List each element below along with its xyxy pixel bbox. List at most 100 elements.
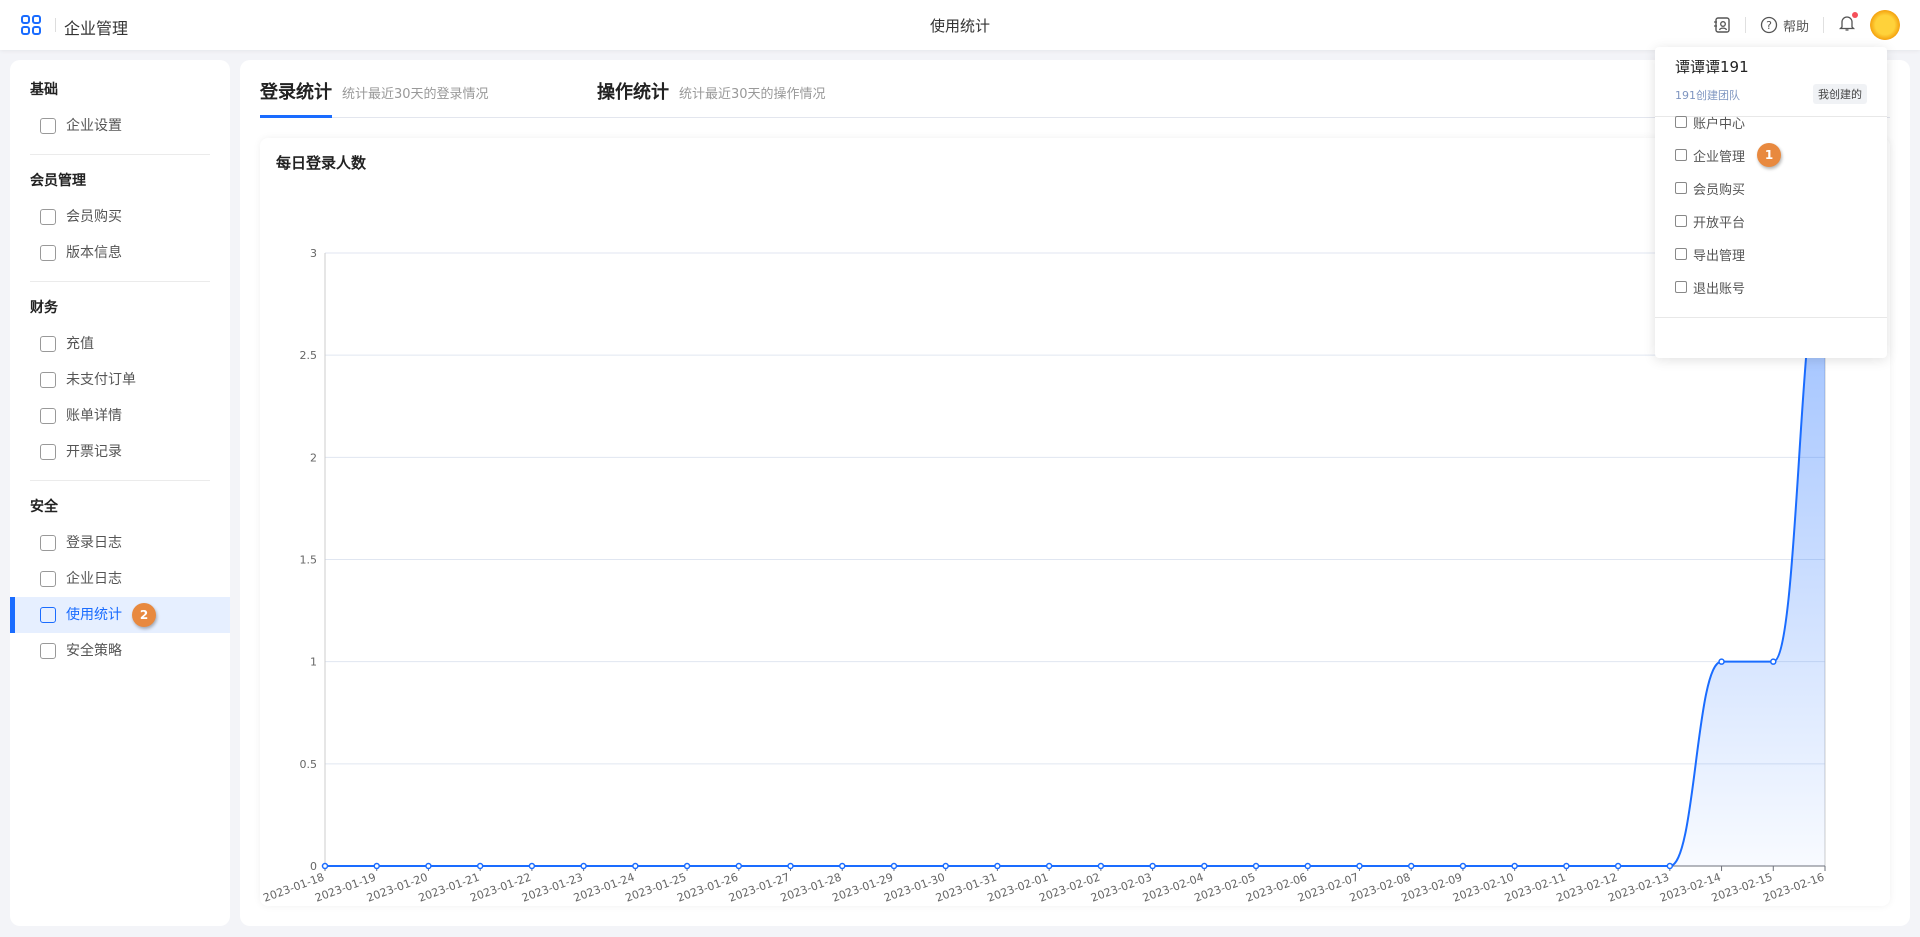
app-title: 企业管理 — [64, 19, 129, 38]
data-point — [1718, 658, 1725, 665]
sidebar-item[interactable]: 未支付订单 — [10, 362, 230, 398]
sidebar: 基础 企业设置 会员管理 会员购买 版本信息 财务 充值 未支付订单 账单详情 开票记录 安全 登录日… — [10, 60, 230, 926]
download-icon — [1675, 248, 1687, 260]
menu-item[interactable]: 账户中心 — [1675, 112, 1745, 132]
sidebar-item-label: 安全策略 — [66, 643, 122, 659]
divider — [30, 281, 210, 282]
data-point — [425, 862, 432, 870]
chart-card: 每日登录人数 0 0.5 1 1.5 2 2.5 3 2023-01-18 2023-01-19… — [260, 138, 1890, 906]
tab-operation-stats[interactable]: 操作统计 统计最近30天的操作情况 — [597, 78, 826, 104]
data-point — [1045, 862, 1053, 870]
main-panel: 登录统计 统计最近30天的登录情况 操作统计 统计最近30天的操作情况 每日登录人数… — [240, 60, 1910, 926]
page-title: 使用统计 — [929, 17, 990, 35]
menu-item-label: 退出账号 — [1693, 281, 1746, 297]
sidebar-item-label: 会员购买 — [66, 209, 122, 225]
y-tick-label: 2 — [310, 451, 317, 464]
section-title: 安全 — [30, 499, 58, 515]
bill-icon — [40, 408, 56, 424]
sidebar-item-label: 开票记录 — [66, 444, 122, 460]
contacts-icon[interactable] — [1713, 16, 1731, 34]
section-title: 基础 — [30, 82, 58, 98]
menu-item[interactable]: 会员购买 — [1675, 178, 1745, 198]
user-name: 谭谭谭191 — [1675, 58, 1749, 76]
sidebar-item[interactable]: 会员购买 — [10, 199, 230, 235]
menu-item[interactable]: 退出账号 — [1675, 277, 1745, 297]
menu-item[interactable]: 导出管理 — [1675, 244, 1745, 264]
data-point — [373, 862, 380, 870]
data-point — [1666, 862, 1674, 870]
divider — [30, 480, 210, 481]
version-icon — [40, 245, 56, 261]
menu-item[interactable]: 开放平台 — [1675, 211, 1745, 231]
data-point — [321, 862, 329, 870]
y-tick-label: 0.5 — [300, 758, 318, 771]
notification-button[interactable] — [1838, 12, 1858, 36]
data-point — [683, 862, 691, 870]
avatar[interactable] — [1870, 10, 1900, 40]
data-point — [580, 862, 587, 870]
section-title: 会员管理 — [30, 173, 86, 189]
logout-icon — [1675, 281, 1687, 293]
data-point — [735, 862, 743, 870]
sidebar-item[interactable]: 账单详情 — [10, 398, 230, 434]
apps-grid-icon[interactable] — [20, 14, 42, 36]
data-point — [1201, 862, 1208, 870]
data-point — [942, 862, 949, 870]
menu-item-label: 账户中心 — [1693, 116, 1746, 132]
data-point — [1563, 862, 1570, 870]
top-header: 企业管理 使用统计 ? 帮助 — [0, 0, 1920, 50]
shield-icon — [40, 643, 56, 659]
building-icon — [1675, 149, 1687, 161]
active-tab-indicator — [260, 115, 332, 118]
sidebar-item-label: 使用统计 — [66, 607, 122, 623]
tab-title: 登录统计 — [260, 82, 332, 103]
data-point — [890, 862, 898, 870]
bag-icon — [1675, 182, 1687, 194]
svg-text:?: ? — [1766, 19, 1772, 32]
diamond-icon — [40, 209, 56, 225]
y-tick-label: 2.5 — [300, 349, 318, 362]
log-icon — [40, 571, 56, 587]
data-point — [632, 862, 639, 870]
sidebar-item[interactable]: 充值 — [10, 326, 230, 362]
sidebar-item-label: 企业日志 — [66, 571, 122, 587]
login-chart: 00.511.522.532023-01-182023-01-192023-01… — [261, 247, 1829, 905]
sidebar-item[interactable]: 企业设置 — [10, 108, 230, 144]
data-point — [838, 862, 846, 870]
help-icon: ? — [1760, 16, 1778, 34]
notification-dot — [1852, 12, 1858, 18]
data-point — [1459, 862, 1467, 870]
bell-icon — [1838, 16, 1856, 31]
y-tick-label: 1.5 — [300, 554, 318, 567]
team-tag: 我创建的 — [1813, 84, 1867, 104]
tab-login-stats[interactable]: 登录统计 统计最近30天的登录情况 — [260, 78, 489, 104]
wallet-icon — [40, 372, 56, 388]
data-point — [1149, 862, 1156, 870]
user-icon — [1675, 116, 1687, 128]
step-badge: 1 — [1757, 143, 1782, 167]
divider — [1823, 17, 1824, 33]
sidebar-item[interactable]: 开票记录 — [10, 434, 230, 470]
sidebar-item[interactable]: 登录日志 — [10, 525, 230, 561]
sidebar-item[interactable]: 安全策略 — [10, 633, 230, 669]
data-point — [1614, 862, 1622, 870]
y-tick-label: 1 — [310, 656, 317, 669]
menu-item[interactable]: 企业管理 1 — [1675, 143, 1782, 167]
help-button[interactable]: ? 帮助 — [1760, 16, 1809, 35]
chart-icon — [40, 607, 56, 623]
team-name[interactable]: 191创建团队 — [1675, 89, 1740, 102]
help-label: 帮助 — [1782, 19, 1809, 35]
divider — [30, 154, 210, 155]
divider — [1744, 17, 1746, 33]
menu-item-label: 企业管理 — [1693, 149, 1746, 165]
data-point — [1252, 862, 1260, 870]
y-tick-label: 0 — [310, 860, 317, 873]
tab-title: 操作统计 — [597, 82, 669, 103]
sidebar-item[interactable]: 使用统计 2 — [10, 597, 230, 633]
divider — [1655, 317, 1887, 318]
sidebar-item[interactable]: 版本信息 — [10, 235, 230, 271]
invoice-icon — [40, 444, 56, 460]
sidebar-item[interactable]: 企业日志 — [10, 561, 230, 597]
sidebar-item-label: 充值 — [66, 336, 94, 352]
data-point — [1770, 658, 1777, 665]
